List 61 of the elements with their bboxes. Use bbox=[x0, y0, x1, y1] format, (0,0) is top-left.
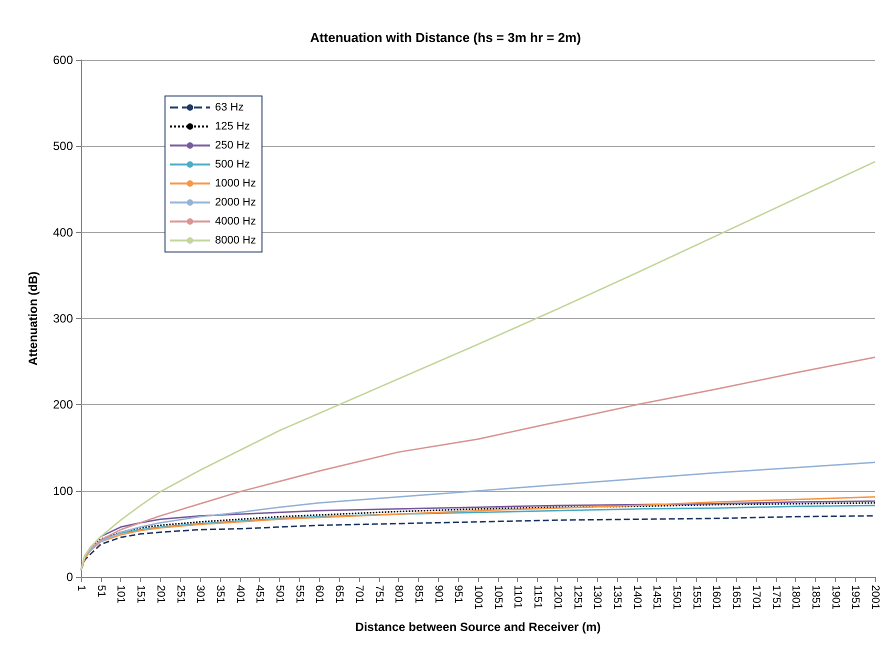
x-tick-label: 1001 bbox=[472, 585, 484, 610]
x-tick-label: 651 bbox=[333, 585, 346, 604]
x-tick-label: 1251 bbox=[571, 585, 584, 610]
x-tick-label: 101 bbox=[114, 585, 127, 604]
x-tick-label: 601 bbox=[313, 585, 326, 604]
x-tick-label: 551 bbox=[293, 585, 306, 604]
legend-label: 8000 Hz bbox=[215, 234, 256, 246]
x-tick-label: 2001 bbox=[869, 585, 881, 610]
x-tick-label: 1351 bbox=[610, 585, 623, 610]
chart-title: Attenuation with Distance (hs = 3m hr = 2m) bbox=[310, 30, 581, 45]
x-tick-label: 151 bbox=[134, 585, 147, 604]
y-tick-label: 600 bbox=[52, 53, 74, 67]
y-tick-label: 100 bbox=[52, 484, 74, 498]
line-series bbox=[80, 515, 876, 571]
x-tick-label: 201 bbox=[154, 585, 166, 604]
x-tick-label: 1901 bbox=[829, 585, 842, 610]
y-tick-label: 0 bbox=[66, 570, 74, 584]
x-tick-label: 1551 bbox=[690, 585, 702, 610]
y-tick-label: 400 bbox=[52, 225, 74, 240]
x-tick-label: 1701 bbox=[750, 585, 762, 610]
x-tick-label: 1201 bbox=[551, 585, 564, 610]
y-tick-label: 300 bbox=[52, 312, 74, 326]
y-tick-label: 200 bbox=[52, 398, 74, 412]
y-tick-label: 500 bbox=[52, 139, 74, 154]
x-axis-title: Distance between Source and Receiver (m) bbox=[355, 620, 601, 634]
legend-label: 500 Hz bbox=[215, 158, 250, 170]
x-tick-label: 1301 bbox=[591, 585, 604, 610]
x-tick-label: 851 bbox=[412, 585, 424, 604]
x-tick-label: 1151 bbox=[532, 585, 544, 609]
legend-label: 63 Hz bbox=[215, 102, 244, 114]
x-tick-label: 451 bbox=[254, 585, 266, 604]
x-tick-label: 51 bbox=[94, 585, 107, 598]
x-tick-label: 701 bbox=[352, 585, 365, 604]
x-tick-label: 401 bbox=[234, 585, 246, 604]
x-tick-label: 951 bbox=[452, 585, 464, 604]
x-tick-label: 1651 bbox=[730, 585, 742, 610]
x-tick-label: 1951 bbox=[849, 585, 862, 610]
x-tick-label: 1601 bbox=[710, 585, 722, 610]
x-tick-label: 301 bbox=[194, 585, 206, 604]
x-tick-label: 1851 bbox=[809, 585, 822, 610]
legend-label: 1000 Hz bbox=[215, 178, 256, 190]
x-tick-label: 751 bbox=[372, 585, 385, 604]
legend-label: 250 Hz bbox=[215, 140, 250, 152]
x-tick-label: 1101 bbox=[512, 585, 524, 609]
x-tick-label: 1401 bbox=[630, 585, 643, 610]
x-tick-label: 1 bbox=[75, 585, 87, 592]
y-axis-title: Attenuation (dB) bbox=[26, 272, 40, 366]
x-tick-label: 1451 bbox=[650, 585, 663, 610]
x-tick-label: 901 bbox=[432, 585, 444, 604]
legend-label: 125 Hz bbox=[215, 120, 250, 132]
x-tick-label: 351 bbox=[214, 585, 226, 604]
x-tick-label: 251 bbox=[174, 585, 186, 604]
x-tick-label: 801 bbox=[392, 585, 405, 604]
line-series bbox=[80, 160, 876, 571]
x-tick-label: 1801 bbox=[790, 585, 802, 610]
legend-label: 2000 Hz bbox=[215, 196, 256, 208]
x-tick-label: 1501 bbox=[670, 585, 682, 610]
x-tick-label: 1051 bbox=[492, 585, 504, 610]
x-tick-label: 501 bbox=[274, 585, 286, 604]
x-tick-label: 1751 bbox=[770, 585, 782, 610]
legend-label: 4000 Hz bbox=[215, 216, 256, 228]
